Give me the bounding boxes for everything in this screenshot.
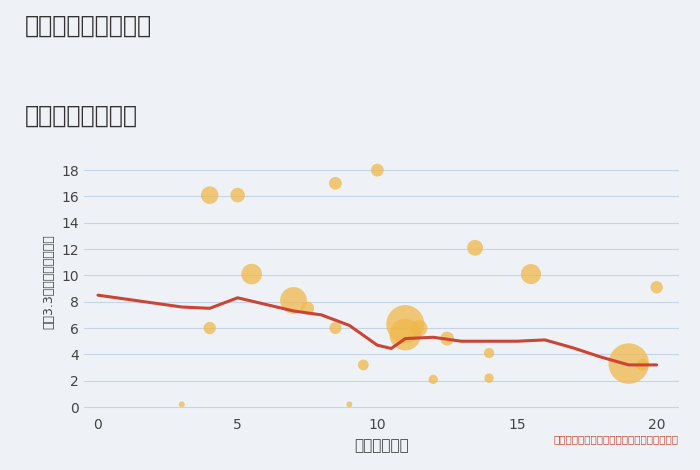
Point: [442, 335, 453, 342]
Point: [623, 360, 634, 368]
Point: [525, 270, 536, 278]
Point: [414, 324, 425, 332]
Point: [344, 400, 355, 408]
X-axis label: 駅距離（分）: 駅距離（分）: [354, 438, 409, 453]
Point: [302, 305, 313, 312]
Point: [637, 361, 648, 368]
Point: [484, 349, 495, 357]
Point: [651, 283, 662, 291]
Y-axis label: 坪（3.3㎡）単価（万円）: 坪（3.3㎡）単価（万円）: [43, 235, 56, 329]
Point: [232, 191, 243, 199]
Point: [246, 270, 257, 278]
Point: [400, 321, 411, 328]
Point: [428, 376, 439, 383]
Point: [400, 331, 411, 338]
Point: [204, 324, 216, 332]
Text: 三重県伊賀市西山の: 三重県伊賀市西山の: [25, 14, 152, 38]
Point: [204, 191, 216, 199]
Point: [288, 297, 299, 304]
Point: [176, 400, 188, 408]
Point: [358, 361, 369, 368]
Point: [330, 324, 341, 332]
Point: [470, 244, 481, 251]
Point: [330, 180, 341, 187]
Point: [484, 374, 495, 382]
Point: [372, 166, 383, 174]
Text: 駅距離別土地価格: 駅距離別土地価格: [25, 103, 137, 127]
Text: 円の大きさは、取引のあった物件面積を示す: 円の大きさは、取引のあった物件面積を示す: [554, 435, 679, 445]
